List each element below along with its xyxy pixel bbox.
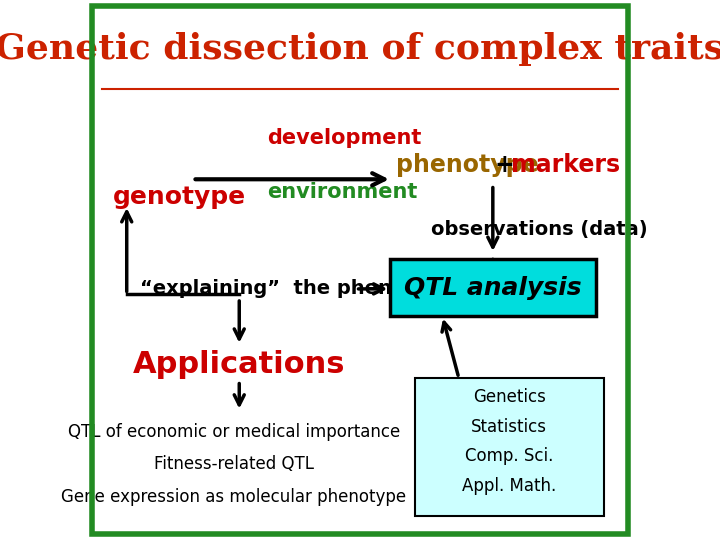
Text: genotype: genotype bbox=[113, 185, 246, 209]
Text: Genetic dissection of complex traits: Genetic dissection of complex traits bbox=[0, 32, 720, 65]
Text: Comp. Sci.: Comp. Sci. bbox=[465, 447, 554, 465]
Text: markers: markers bbox=[511, 153, 620, 177]
FancyBboxPatch shape bbox=[390, 259, 596, 316]
Text: Applications: Applications bbox=[133, 350, 346, 379]
Text: +: + bbox=[495, 153, 514, 177]
Text: Genetics: Genetics bbox=[473, 388, 546, 406]
Text: QTL of economic or medical importance: QTL of economic or medical importance bbox=[68, 423, 400, 441]
Text: Appl. Math.: Appl. Math. bbox=[462, 477, 557, 495]
Text: QTL analysis: QTL analysis bbox=[404, 276, 582, 300]
Text: environment: environment bbox=[266, 181, 417, 202]
Text: “explaining”  the phenotype: “explaining” the phenotype bbox=[140, 279, 455, 299]
Text: phenotype: phenotype bbox=[396, 153, 539, 177]
Text: Fitness-related QTL: Fitness-related QTL bbox=[154, 455, 314, 474]
Text: Statistics: Statistics bbox=[472, 417, 547, 436]
Text: Gene expression as molecular phenotype: Gene expression as molecular phenotype bbox=[61, 488, 406, 506]
FancyBboxPatch shape bbox=[415, 378, 604, 516]
Text: development: development bbox=[266, 127, 421, 148]
Text: observations (data): observations (data) bbox=[431, 220, 648, 239]
